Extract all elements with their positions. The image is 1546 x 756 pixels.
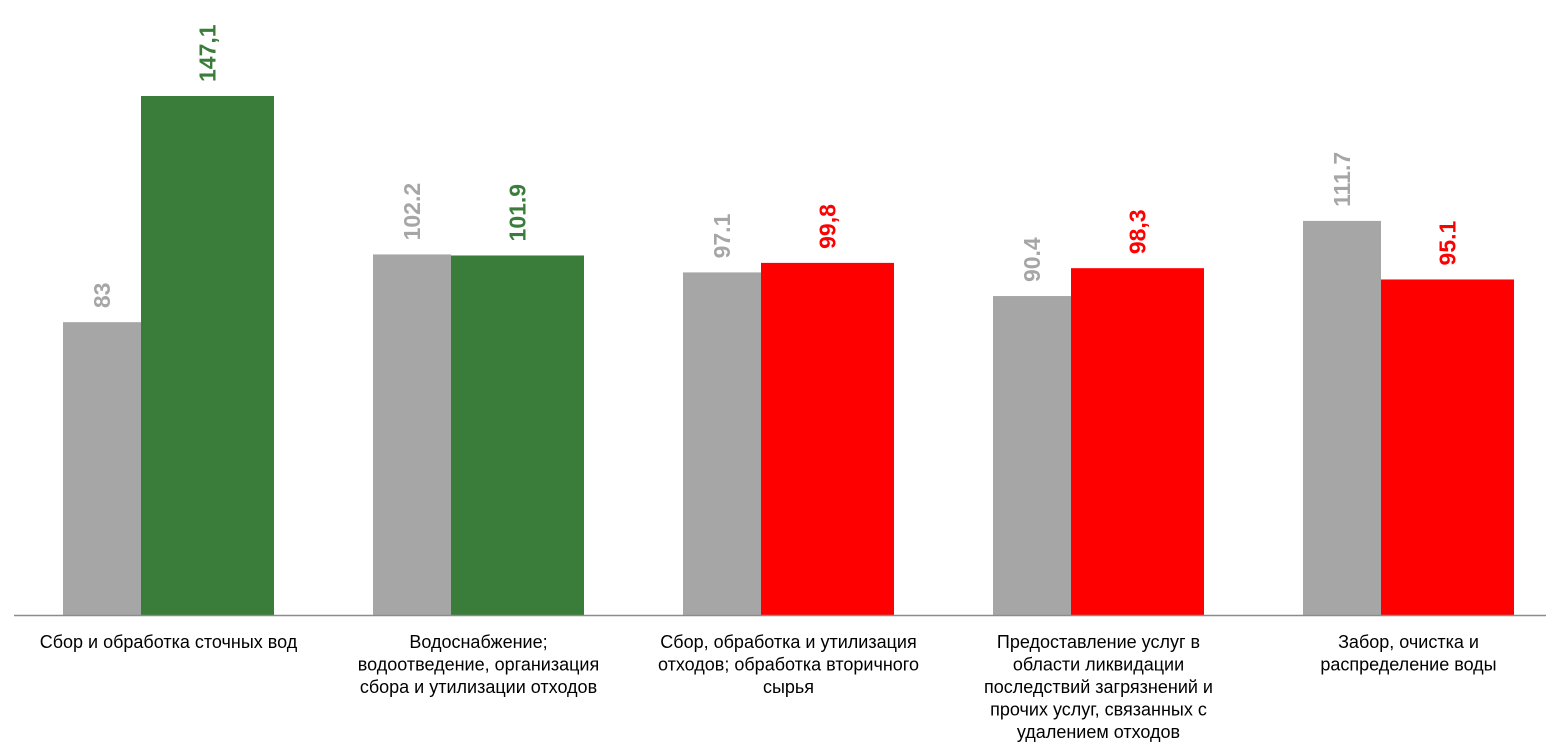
category-label-2: Водоснабжение; водоотведение, организация… [358,632,599,697]
data-label-series2-cat3: 99,8 [815,204,841,249]
category-label-2-line-3: сбора и утилизации отходов [360,677,597,697]
category-label-1-line-1: Сбор и обработка сточных вод [40,632,298,652]
bar-series1-cat1 [63,322,141,615]
data-label-series2-cat4: 98,3 [1125,209,1151,254]
category-label-3: Сбор, обработка и утилизация отходов; обр… [658,632,919,697]
category-label-4-line-5: удалением отходов [1017,722,1180,742]
category-label-3-line-3: сырья [763,677,814,697]
data-label-series1-cat1: 83 [89,283,115,309]
data-label-series2-cat1: 147,1 [195,24,221,82]
category-label-2-line-2: водоотведение, организация [358,655,599,675]
category-label-4: Предоставление услуг в области ликвидации… [984,632,1213,742]
data-label-series2-cat5: 95.1 [1435,220,1461,265]
data-label-series1-cat3: 97.1 [709,213,735,258]
data-label-series1-cat5: 111.7 [1329,152,1355,207]
bar-series2-cat1 [141,96,274,615]
bar-series2-cat4 [1071,268,1204,615]
category-label-5: Забор, очистка и распределение воды [1320,632,1496,675]
category-label-3-line-1: Сбор, обработка и утилизация [660,632,916,652]
data-label-series1-cat4: 90.4 [1019,237,1045,282]
category-label-1: Сбор и обработка сточных вод [40,632,298,652]
bar-series1-cat2 [373,254,451,615]
category-label-4-line-2: области ликвидации [1013,655,1184,675]
category-label-5-line-2: распределение воды [1320,655,1496,675]
category-label-2-line-1: Водоснабжение; [409,632,547,652]
bars-layer [63,96,1514,615]
data-labels-layer: 83 147,1 102.2 101.9 97.1 99,8 90.4 98,3 111.7 95… [89,24,1461,308]
category-label-4-line-4: прочих услуг, связанных с [990,700,1207,720]
category-label-4-line-1: Предоставление услуг в [997,632,1200,652]
bar-series1-cat3 [683,272,761,615]
bar-series2-cat2 [451,255,584,615]
bar-series2-cat3 [761,262,894,615]
data-label-series2-cat2: 101.9 [505,184,531,242]
category-labels-layer: Сбор и обработка сточных вод Водоснабжени… [40,632,1497,742]
bar-series2-cat5 [1381,279,1514,615]
category-label-3-line-2: отходов; обработка вторичного [658,655,919,675]
bar-series1-cat4 [993,296,1071,615]
bar-series1-cat5 [1303,220,1381,615]
category-label-4-line-3: последствий загрязнений и [984,677,1213,697]
data-label-series1-cat2: 102.2 [399,183,425,241]
category-label-5-line-1: Забор, очистка и [1338,632,1479,652]
